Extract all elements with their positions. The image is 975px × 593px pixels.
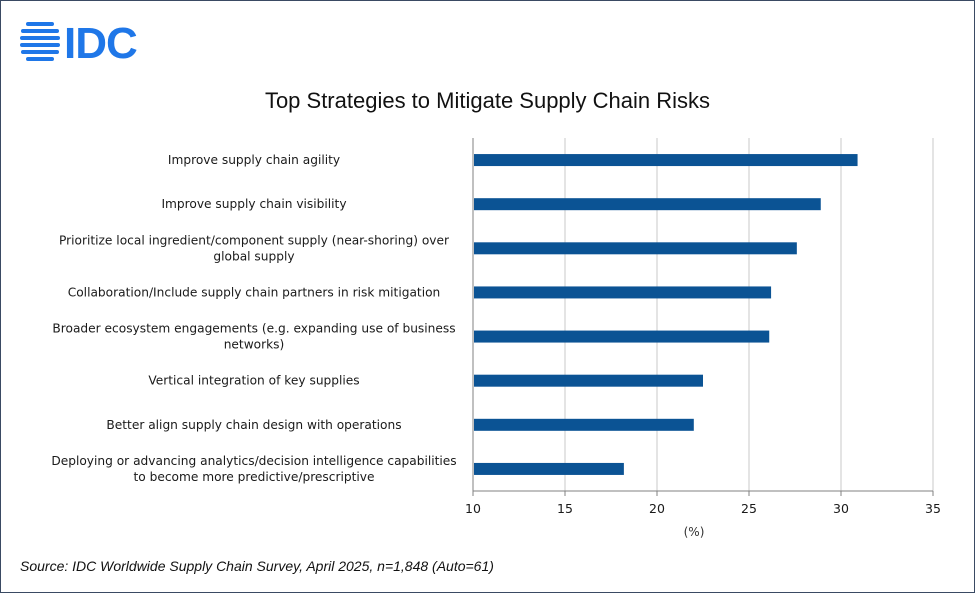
x-axis-label: (%) bbox=[683, 525, 705, 539]
category-label: Improve supply chain visibility bbox=[161, 197, 346, 211]
x-tick-label: 25 bbox=[741, 501, 757, 516]
category-label: Deploying or advancing analytics/decisio… bbox=[51, 454, 456, 484]
x-tick-label: 15 bbox=[557, 501, 573, 516]
category-label: Prioritize local ingredient/component su… bbox=[59, 233, 450, 263]
x-tick-label: 20 bbox=[649, 501, 665, 516]
bar bbox=[474, 198, 821, 211]
bar bbox=[474, 286, 772, 299]
x-tick-label: 35 bbox=[925, 501, 941, 516]
bar bbox=[474, 418, 694, 431]
category-label: Broader ecosystem engagements (e.g. expa… bbox=[52, 322, 455, 352]
x-tick-label: 30 bbox=[833, 501, 849, 516]
bar bbox=[474, 154, 858, 167]
bar bbox=[474, 330, 770, 343]
x-tick-label: 10 bbox=[465, 501, 481, 516]
idc-logo: IDC bbox=[20, 20, 138, 62]
category-label: Collaboration/Include supply chain partn… bbox=[68, 285, 441, 299]
chart-title: Top Strategies to Mitigate Supply Chain … bbox=[264, 88, 711, 113]
bar bbox=[474, 242, 797, 255]
category-label: Vertical integration of key supplies bbox=[148, 374, 359, 388]
category-label: Better align supply chain design with op… bbox=[106, 418, 401, 432]
source-note: Source: IDC Worldwide Supply Chain Surve… bbox=[20, 558, 494, 574]
bar bbox=[474, 374, 703, 387]
bar bbox=[474, 462, 624, 475]
globe-stripes-icon bbox=[20, 22, 60, 61]
logo-text: IDC bbox=[64, 20, 137, 62]
category-label: Improve supply chain agility bbox=[168, 153, 340, 167]
